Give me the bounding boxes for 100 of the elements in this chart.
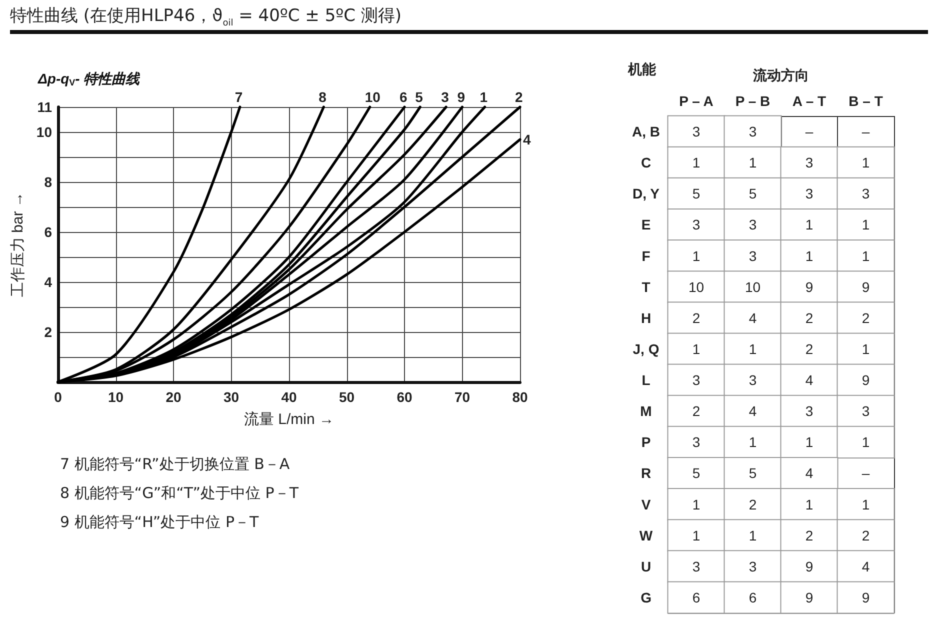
data-label: 3 <box>805 154 814 171</box>
data-label: 1 <box>748 154 757 171</box>
x-axis-title: 流量 L/min → <box>244 411 334 428</box>
data-label: 5 <box>692 465 700 482</box>
data-label: 5 <box>692 186 700 202</box>
y-tick-label: V <box>641 496 652 512</box>
y-axis-title: 机能 <box>627 61 657 77</box>
data-label: 1 <box>862 248 870 264</box>
series-label: 7 <box>234 89 243 105</box>
chart-subtitle: 特性曲线 (在使用HLP46，ϑ$_{oil}$ = 40ºC ± 5ºC 测得) <box>10 5 402 28</box>
x-tick-label: 50 <box>338 389 355 405</box>
data-label: 9 <box>805 558 814 574</box>
series-label: 3 <box>441 89 450 105</box>
data-label: 1 <box>862 496 870 512</box>
text: 9 机能符号“H”处于中位 P－T <box>60 512 260 533</box>
data-label: 1 <box>748 340 757 357</box>
data-label: 10 <box>688 278 704 295</box>
data-label: 3 <box>748 558 757 574</box>
data-label: 4 <box>748 403 757 420</box>
data-label: 1 <box>862 216 870 233</box>
data-label: 3 <box>805 186 814 202</box>
y-tick-label: W <box>639 527 654 544</box>
data-label: 2 <box>805 340 814 357</box>
y-tick-label: U <box>640 558 652 574</box>
x-tick-label: A – T <box>792 93 827 109</box>
data-label: 1 <box>692 154 700 171</box>
data-label: 1 <box>692 496 700 512</box>
text: – <box>805 124 814 140</box>
y-tick-label: L <box>642 372 651 388</box>
y-tick-label: P <box>641 434 651 450</box>
data-label: 1 <box>862 434 870 450</box>
data-label: 3 <box>862 403 870 420</box>
data-label: 4 <box>805 372 814 388</box>
y-tick-label: J, Q <box>632 340 660 357</box>
data-label: 2 <box>862 527 870 544</box>
data-label: 6 <box>692 589 700 606</box>
data-label: 3 <box>692 216 700 233</box>
x-tick-label: 60 <box>396 389 412 405</box>
data-label: 1 <box>805 216 814 233</box>
data-label: 3 <box>692 372 700 388</box>
data-label: 3 <box>748 216 757 233</box>
text: 7 机能符号“R”处于切换位置 B－A <box>60 454 291 475</box>
text: – <box>862 465 870 482</box>
data-label: 10 <box>744 278 761 295</box>
y-tick-label: 4 <box>44 274 52 290</box>
data-label: 4 <box>862 558 870 574</box>
data-label: 6 <box>748 589 757 606</box>
data-label: 1 <box>862 340 870 357</box>
data-label: 3 <box>748 124 757 140</box>
data-label: 1 <box>692 248 700 264</box>
y-tick-label: 11 <box>37 99 52 115</box>
series-label: 2 <box>515 89 523 105</box>
y-axis-title: 工作压力 bar → <box>10 192 27 298</box>
data-label: 9 <box>805 278 814 295</box>
data-label: 2 <box>748 496 757 512</box>
series-label: 8 <box>318 89 327 105</box>
y-tick-label: 6 <box>44 224 52 240</box>
data-label: 9 <box>862 589 870 606</box>
y-tick-label: 8 <box>44 174 52 190</box>
x-tick-label: 0 <box>54 389 62 405</box>
data-label: 3 <box>748 372 757 388</box>
series-label: 9 <box>457 89 466 105</box>
data-label: 1 <box>805 248 814 264</box>
x-tick-label: 40 <box>281 389 297 405</box>
y-tick-label: 2 <box>44 324 52 340</box>
data-label: 1 <box>748 527 757 544</box>
y-tick-label: R <box>640 465 652 482</box>
data-label: 3 <box>692 434 700 450</box>
data-label: 3 <box>692 124 700 140</box>
y-tick-label: T <box>642 278 651 295</box>
x-tick-label: 30 <box>223 389 240 405</box>
data-label: 4 <box>748 310 757 326</box>
y-tick-label: F <box>642 248 651 264</box>
y-tick-label: D, Y <box>632 186 660 202</box>
data-label: 2 <box>862 310 870 326</box>
data-label: 4 <box>805 465 814 482</box>
y-tick-label: E <box>641 216 651 233</box>
data-label: 1 <box>748 434 757 450</box>
series-label: 4 <box>523 132 531 148</box>
text: – <box>862 124 870 140</box>
series-label: 1 <box>480 89 488 105</box>
y-tick-label: H <box>640 310 652 326</box>
x-tick-label: B – T <box>848 93 884 109</box>
data-label: 2 <box>805 310 814 326</box>
data-label: 5 <box>748 186 757 202</box>
data-label: 9 <box>805 589 814 606</box>
data-label: 1 <box>862 154 870 171</box>
data-label: 3 <box>862 186 870 202</box>
text: 8 机能符号“G”和“T”处于中位 P－T <box>60 483 298 504</box>
data-label: 2 <box>805 527 814 544</box>
data-label: 3 <box>692 558 700 574</box>
x-tick-label: 20 <box>166 389 182 405</box>
x-tick-label: 70 <box>454 389 470 405</box>
data-label: 3 <box>748 248 757 264</box>
data-label: 2 <box>692 310 700 326</box>
x-tick-label: 80 <box>512 389 528 405</box>
y-tick-label: A, B <box>632 124 660 140</box>
x-axis-title: 流动方向 <box>752 67 809 83</box>
data-label: 9 <box>862 372 870 388</box>
y-tick-label: G <box>640 589 652 606</box>
